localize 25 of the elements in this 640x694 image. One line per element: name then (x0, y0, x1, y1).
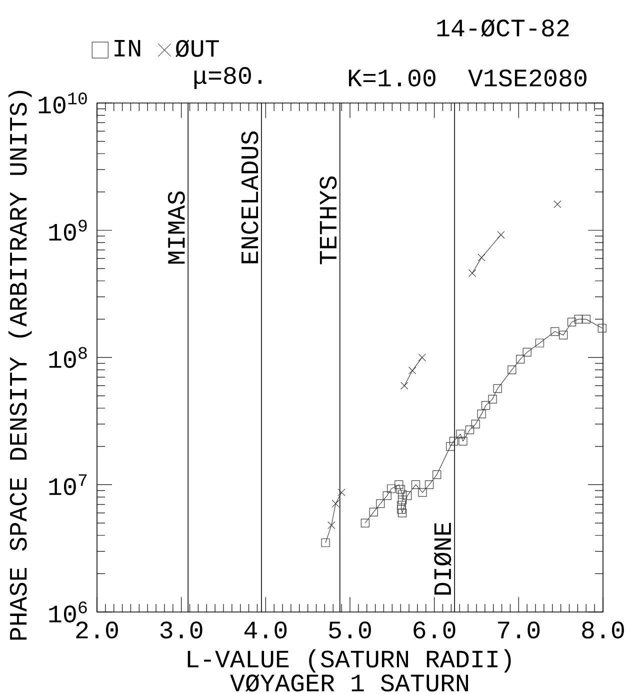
x-tick-label: 3.0 (160, 622, 202, 638)
x-tick-label: 4.0 (244, 622, 287, 638)
y-tick-label: 10$^{9}$ (49, 220, 87, 241)
y-tick-label: 10$^{10}$ (38, 92, 87, 114)
x-axis-title: L-VALUE (SATURN RADII) (188, 649, 511, 672)
text: μ=80. (194, 67, 262, 89)
ref-line-label: TETHYS (320, 176, 337, 264)
x-tick-label: 6.0 (414, 622, 456, 638)
x-tick-label: 8.0 (582, 622, 624, 638)
y-tick-label: 10$^{8}$ (49, 346, 87, 368)
x-tick-label: 5.0 (329, 622, 371, 638)
ref-line-label: ENCELADUS (241, 131, 258, 264)
legend-label: IN (114, 40, 140, 56)
text: 14-ØCT-82 (437, 19, 569, 37)
x-tick-label: 7.0 (498, 622, 540, 638)
x-tick-label: 2.0 (76, 622, 118, 638)
ref-line-label: MIMAS (168, 191, 185, 264)
y-axis-title: PHASE SPACE DENSITY (ARBITRARY UNITS) (8, 90, 32, 640)
y-tick-label: 10$^{6}$ (49, 601, 87, 622)
ref-line-label: DIØNE (434, 522, 452, 595)
text: K=1.00 (348, 70, 436, 86)
legend-label: ØUT (176, 40, 219, 58)
y-tick-label: 10$^{7}$ (49, 474, 87, 496)
text: V1SE2080 (468, 70, 586, 86)
text: VØYAGER 1 SATURN (230, 674, 468, 692)
